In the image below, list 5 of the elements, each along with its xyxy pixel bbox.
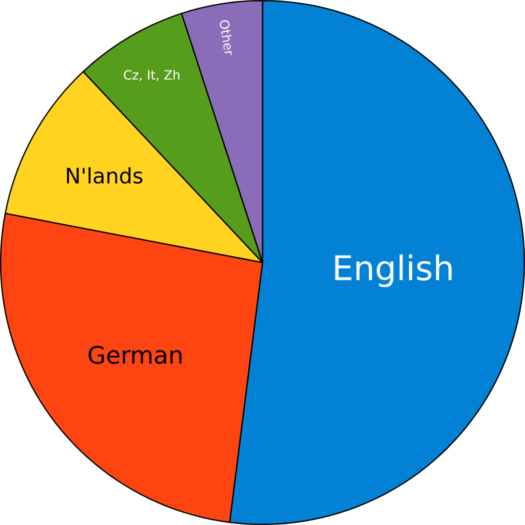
- slice-label: N'lands: [66, 167, 142, 184]
- slice-label: Cz, It, Zh: [124, 70, 180, 81]
- slice-label: Other: [220, 20, 232, 56]
- slice-label: German: [88, 346, 182, 364]
- slice-label: English: [335, 254, 452, 288]
